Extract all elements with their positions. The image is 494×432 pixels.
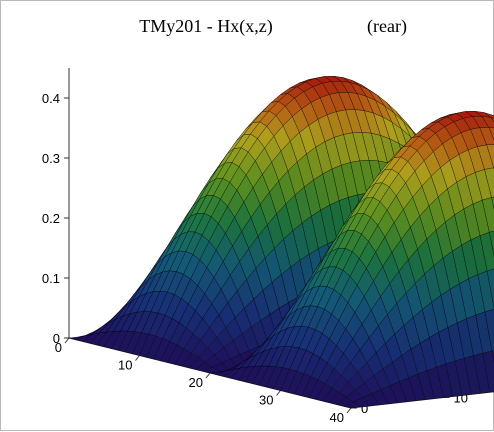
z-tick-label: 0.3: [42, 151, 60, 166]
z-tick-label: 0.1: [42, 271, 60, 286]
x-tick-label: 30: [259, 393, 273, 408]
x-tick-mark: [277, 391, 281, 396]
x-tick-label: 10: [118, 358, 132, 373]
x-tick-label: 20: [189, 375, 203, 390]
z-tick-label: 0.2: [42, 211, 60, 226]
chart-title: TMy201 - Hx(x,z): [139, 16, 272, 37]
view-label: (rear): [367, 16, 407, 37]
x-tick-mark: [65, 338, 69, 343]
x-tick-mark: [347, 408, 351, 413]
x-tick-label: 40: [330, 410, 344, 425]
surface-mesh: [69, 76, 494, 408]
z-tick-label: 0.4: [42, 91, 60, 106]
x-tick-mark: [206, 373, 210, 378]
x-tick-mark: [136, 356, 140, 361]
x-tick-label: 0: [55, 340, 62, 355]
